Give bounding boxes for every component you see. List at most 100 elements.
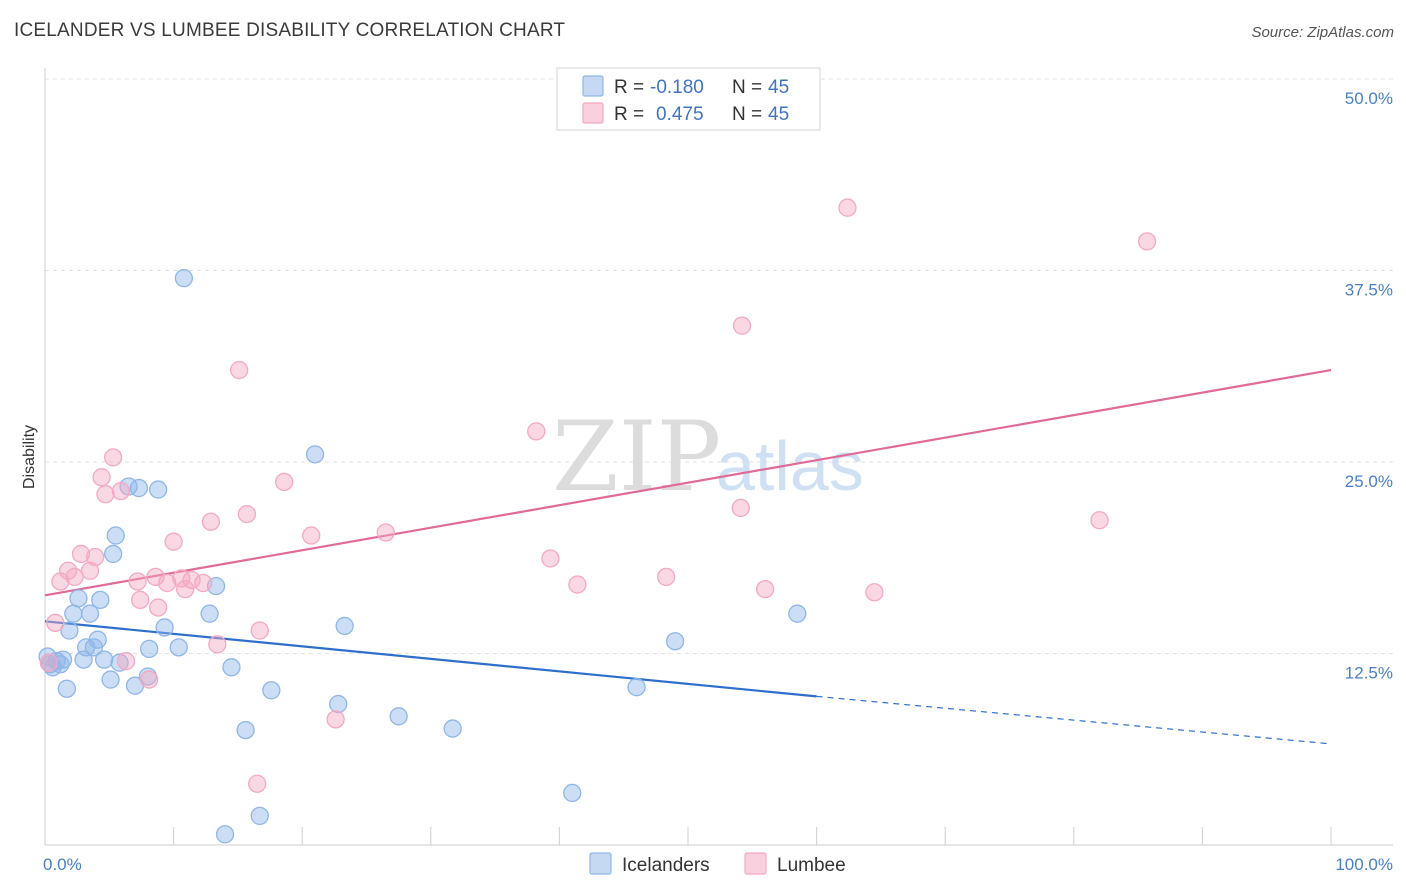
point-lumbee-37 [656, 567, 676, 587]
point-icelanders-29 [174, 269, 194, 288]
point-icelanders-18 [104, 544, 123, 564]
chart-title: ICELANDER VS LUMBEE DISABILITY CORRELATI… [14, 20, 566, 41]
point-lumbee-12 [116, 652, 136, 671]
point-lumbee-44 [1137, 232, 1157, 251]
point-lumbee-36 [568, 575, 587, 594]
series-legend-swatch-icelanders [589, 852, 612, 875]
legend-n-value-icelanders: 45 [768, 77, 789, 98]
point-lumbee-7 [86, 547, 105, 567]
point-icelanders-41 [443, 719, 462, 738]
point-icelanders-27 [155, 618, 174, 637]
point-icelanders-36 [262, 681, 281, 700]
legend-n-label-lumbee: N = [732, 104, 762, 125]
point-lumbee-43 [1090, 511, 1109, 530]
point-icelanders-17 [101, 670, 120, 689]
point-lumbee-33 [376, 523, 395, 542]
point-lumbee-30 [275, 472, 294, 492]
y-axis-label: Disability [21, 425, 38, 489]
trendline-extension-icelanders [816, 695, 1332, 745]
y-tick-label-2: 37.5% [1345, 281, 1393, 300]
point-icelanders-42 [563, 783, 582, 803]
point-icelanders-28 [169, 638, 188, 657]
point-lumbee-32 [326, 710, 345, 729]
point-icelanders-35 [250, 806, 269, 826]
watermark: ZIP atlas [552, 401, 864, 513]
legend-r-value-icelanders: -0.180 [650, 77, 704, 98]
point-icelanders-40 [389, 707, 408, 726]
point-lumbee-13 [128, 572, 147, 591]
x-tick-labels: 0.0% 100.0% [43, 855, 1393, 874]
point-icelanders-30 [200, 604, 219, 623]
trendline-icelanders [44, 620, 817, 698]
legend-r-value-lumbee: 0.475 [656, 104, 704, 125]
point-icelanders-34 [236, 720, 255, 740]
trendline-lumbee [44, 368, 1332, 597]
point-icelanders-9 [69, 589, 88, 608]
legend-r-label-icelanders: R = [614, 77, 644, 98]
point-lumbee-6 [80, 561, 100, 580]
point-lumbee-25 [208, 635, 227, 654]
point-icelanders-23 [129, 478, 149, 498]
point-lumbee-41 [838, 198, 857, 217]
data-points [38, 198, 1157, 844]
point-icelanders-16 [95, 650, 114, 669]
point-icelanders-37 [305, 445, 325, 464]
y-tick-label-3: 50.0% [1345, 89, 1393, 108]
point-icelanders-32 [215, 825, 235, 844]
point-lumbee-5 [71, 544, 91, 564]
watermark-zip-text: ZIP [552, 401, 721, 513]
point-icelanders-39 [335, 616, 354, 636]
point-lumbee-8 [92, 468, 111, 487]
point-icelanders-45 [788, 604, 807, 623]
point-lumbee-22 [182, 570, 201, 590]
point-lumbee-29 [250, 621, 269, 640]
legend-r-label-lumbee: R = [614, 104, 644, 125]
legend: R = -0.180 N = 45 R = 0.475 N = 45 [556, 67, 821, 131]
point-icelanders-43 [627, 678, 646, 697]
point-icelanders-8 [64, 604, 83, 623]
point-lumbee-17 [149, 598, 168, 617]
point-icelanders-20 [110, 653, 129, 672]
point-lumbee-21 [176, 580, 195, 599]
series-icelanders [38, 269, 807, 844]
y-tick-labels: 12.5% 25.0% 37.5% 50.0% [1345, 89, 1393, 683]
point-icelanders-38 [329, 694, 348, 714]
point-lumbee-39 [732, 316, 752, 335]
point-lumbee-24 [201, 512, 221, 531]
legend-swatch-icelanders [582, 75, 604, 97]
point-icelanders-7 [60, 621, 79, 640]
point-lumbee-19 [164, 532, 183, 551]
point-icelanders-12 [80, 604, 100, 623]
point-lumbee-42 [865, 583, 884, 602]
legend-swatch-lumbee [582, 102, 604, 124]
point-lumbee-34 [527, 422, 546, 441]
point-lumbee-27 [237, 504, 257, 524]
point-lumbee-26 [230, 360, 249, 380]
point-lumbee-11 [111, 481, 131, 501]
point-lumbee-40 [756, 580, 775, 599]
legend-n-value-lumbee: 45 [768, 104, 789, 125]
point-lumbee-31 [302, 526, 321, 545]
point-lumbee-1 [46, 613, 65, 633]
point-icelanders-5 [53, 650, 73, 669]
watermark-atlas-text: atlas [716, 427, 864, 505]
axes [44, 68, 1393, 846]
series-legend-label-icelanders: Icelanders [622, 855, 710, 876]
point-icelanders-6 [57, 679, 77, 698]
point-icelanders-33 [222, 658, 241, 677]
y-tick-label-1: 25.0% [1345, 472, 1393, 491]
point-lumbee-16 [146, 567, 165, 587]
point-lumbee-9 [96, 485, 115, 504]
point-icelanders-44 [665, 632, 685, 651]
point-icelanders-15 [91, 590, 110, 610]
point-lumbee-4 [65, 567, 84, 587]
point-lumbee-18 [158, 573, 177, 593]
point-lumbee-38 [731, 498, 750, 518]
series-legend: Icelanders Lumbee [589, 852, 846, 876]
point-icelanders-26 [149, 480, 168, 499]
point-lumbee-15 [140, 670, 159, 689]
point-lumbee-10 [104, 448, 123, 467]
trend-lines [44, 368, 1332, 745]
legend-n-label-icelanders: N = [732, 77, 762, 98]
